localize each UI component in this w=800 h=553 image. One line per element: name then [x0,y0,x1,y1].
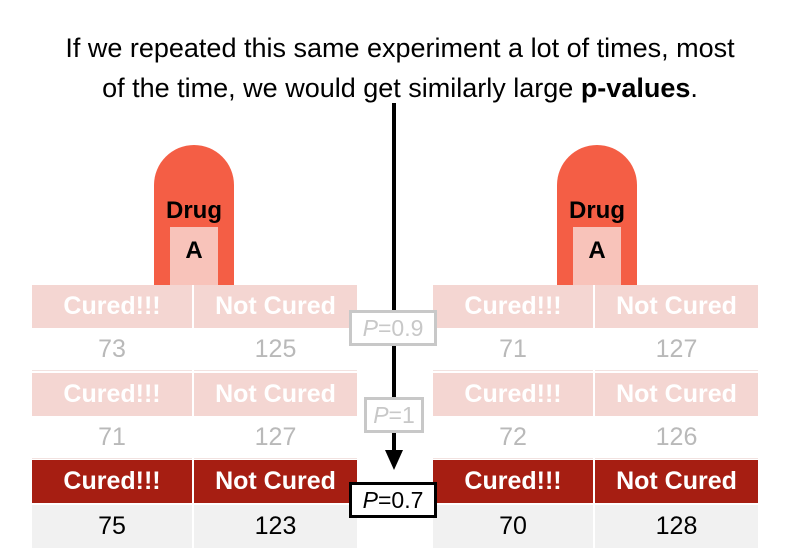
pill-icon-right: Drug A [557,145,637,285]
pill-window [170,227,218,285]
pill-label-letter: A [185,237,203,264]
header-not-cured: Not Cured [194,373,357,416]
value-cured: 71 [433,328,593,371]
p-value: =0.7 [377,486,424,513]
caption: If we repeated this same experiment a lo… [0,28,800,108]
header-cured: Cured!!! [32,460,192,503]
table-row: 73 125 [32,328,357,371]
p-value: =1 [388,401,415,428]
value-not-cured: 128 [595,505,758,548]
value-cured: 72 [433,416,593,459]
caption-line-1: If we repeated this same experiment a lo… [65,33,735,63]
table-header-row: Cured!!! Not Cured [433,373,758,416]
value-not-cured: 127 [595,328,758,371]
table-row: 71 127 [32,416,357,459]
p-letter: P [373,401,389,428]
table-row: 75 123 [32,505,357,548]
table-row: 72 126 [433,416,758,459]
header-cured: Cured!!! [433,285,593,328]
pill-window [573,227,621,285]
caption-line-2-text: of the time, we would get similarly larg… [102,73,581,103]
pill-label-letter: A [588,237,606,264]
caption-p-values: p-values [580,73,691,103]
p-value-box-1: P =0.9 [349,310,437,346]
value-cured: 71 [32,416,192,459]
value-cured: 70 [433,505,593,548]
header-not-cured: Not Cured [194,285,357,328]
table-header-row: Cured!!! Not Cured [433,285,758,328]
value-not-cured: 127 [194,416,357,459]
table-row: 71 127 [433,328,758,371]
table-header-row: Cured!!! Not Cured [32,460,357,503]
p-value: =0.9 [377,314,424,341]
value-not-cured: 126 [595,416,758,459]
table-header-row: Cured!!! Not Cured [433,460,758,503]
header-not-cured: Not Cured [595,373,758,416]
table-row: 70 128 [433,505,758,548]
table-header-row: Cured!!! Not Cured [32,285,357,328]
value-cured: 73 [32,328,192,371]
pill-icon-left: Drug A [154,145,234,285]
table-header-row: Cured!!! Not Cured [32,373,357,416]
header-not-cured: Not Cured [595,285,758,328]
header-cured: Cured!!! [32,285,192,328]
header-cured: Cured!!! [433,373,593,416]
header-cured: Cured!!! [32,373,192,416]
header-not-cured: Not Cured [194,460,357,503]
value-cured: 75 [32,505,192,548]
value-not-cured: 125 [194,328,357,371]
value-not-cured: 123 [194,505,357,548]
p-letter: P [362,314,378,341]
header-not-cured: Not Cured [595,460,758,503]
p-letter: P [362,486,378,513]
pill-label-drug: Drug [569,197,625,224]
caption-line-2: of the time, we would get similarly larg… [0,68,800,108]
header-cured: Cured!!! [433,460,593,503]
p-value-box-3: P =0.7 [349,482,437,518]
p-value-box-2: P =1 [364,397,424,433]
caption-period: . [690,73,698,103]
pill-label-drug: Drug [166,197,222,224]
